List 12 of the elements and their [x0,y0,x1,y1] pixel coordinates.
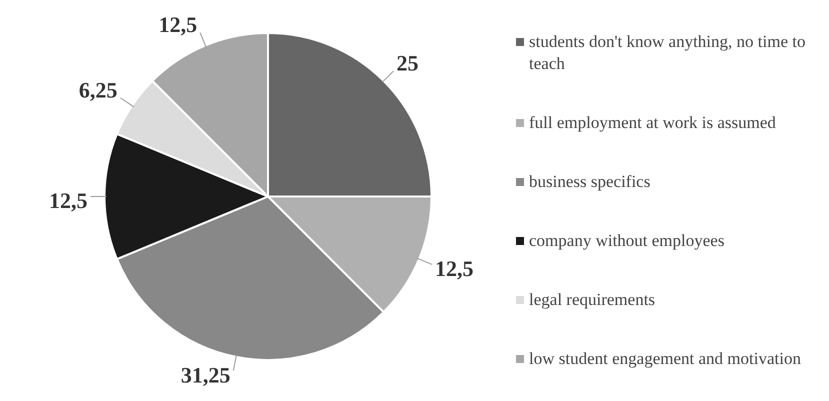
data-label: 31,25 [180,362,230,388]
data-label: 12,5 [49,188,88,214]
legend-label: low student engagement and motivation [529,348,801,370]
data-label: 6,25 [78,78,118,103]
legend-label: students don't know anything, no time to teach [529,30,806,74]
data-label: 12,5 [158,12,198,38]
legend-label: business specifics [529,170,650,193]
data-label: 12,5 [434,256,474,282]
legend-label: legal requirements [529,289,656,312]
data-label: 25 [396,50,419,76]
legend-label: company without employees [529,230,724,252]
legend-label: full employment at work is assumed [529,112,776,134]
